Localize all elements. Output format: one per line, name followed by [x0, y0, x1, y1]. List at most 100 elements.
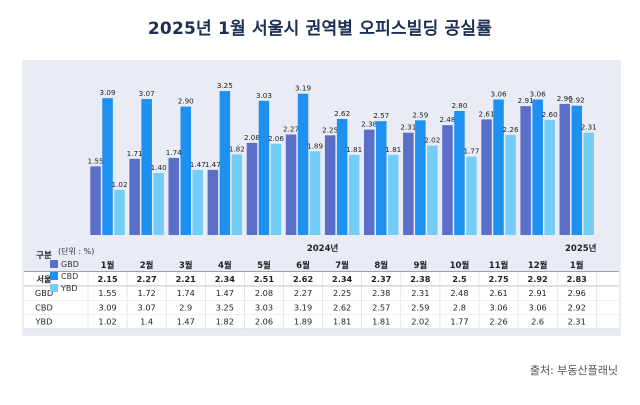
- bar-cbd: [219, 91, 231, 235]
- table-cell: 2.31: [411, 288, 429, 298]
- table-cell: 2.57: [372, 302, 390, 312]
- row-label: GBD: [35, 288, 53, 298]
- chart: 1.55 1.71 1.74 1.47 2.08 2.27 2.25 2.38 2.31 2.48…: [24, 81, 619, 330]
- data-label: 2.25: [322, 125, 338, 134]
- table-cell: 2.96: [568, 288, 586, 298]
- data-label: 3.09: [100, 88, 116, 97]
- bar-gbd: [246, 142, 258, 235]
- table-cell: 2.92: [528, 274, 548, 284]
- table-cell: 2.26: [489, 317, 507, 327]
- bar-ybd: [505, 134, 516, 235]
- data-label: 2.59: [412, 110, 428, 119]
- month-label: 4월: [218, 260, 232, 271]
- table-cell: 2.25: [333, 288, 351, 298]
- data-label: 1.40: [151, 163, 167, 172]
- legend-label: YBD: [61, 284, 78, 293]
- month-label: 11월: [489, 260, 509, 271]
- month-label: 3월: [179, 260, 193, 271]
- month-label: 1월: [101, 260, 115, 271]
- table-cell: 3.09: [98, 302, 116, 312]
- table-cell: 1.82: [216, 317, 234, 327]
- month-label: 6월: [296, 260, 310, 271]
- table-cell: 1.4: [140, 317, 153, 327]
- table-cell: 3.25: [216, 302, 234, 312]
- data-label: 1.82: [229, 144, 245, 153]
- data-label: 1.74: [166, 148, 182, 157]
- table-header-bg: [24, 238, 619, 272]
- data-label: 2.08: [244, 133, 260, 142]
- data-label: 2.31: [400, 123, 416, 132]
- year-label: 2024년: [307, 243, 339, 254]
- table-cell: 2.75: [488, 274, 509, 284]
- table-cell: 1.02: [98, 317, 116, 327]
- table-cell: 3.03: [255, 302, 273, 312]
- table-cell: 2.92: [568, 302, 586, 312]
- data-label: 2.57: [373, 111, 389, 120]
- bar-cbd: [141, 99, 152, 235]
- bar-ybd: [270, 143, 282, 235]
- bar-ybd: [309, 151, 321, 235]
- data-label: 2.96: [557, 94, 573, 103]
- table-row-bg: [24, 314, 619, 329]
- legend-item-ybd: YBD: [50, 284, 78, 294]
- data-label: 2.38: [361, 120, 377, 129]
- data-label: 1.77: [463, 147, 479, 156]
- data-label: 2.48: [439, 115, 455, 124]
- data-label: 2.06: [268, 134, 284, 143]
- bar-gbd: [285, 134, 297, 235]
- table-cell: 2.38: [372, 288, 390, 298]
- table-cell: 3.19: [294, 302, 312, 312]
- row-label: CBD: [35, 302, 53, 312]
- unit-label: (단위 : %): [58, 247, 95, 256]
- table-cell: 1.55: [98, 288, 116, 298]
- bar-cbd: [415, 120, 426, 235]
- table-cell: 2.15: [97, 274, 118, 284]
- bar-cbd: [532, 99, 543, 235]
- table-cell: 1.47: [177, 317, 195, 327]
- bar-gbd: [90, 166, 101, 235]
- source-note: 출처: 부동산플래닛: [529, 364, 618, 377]
- table-cell: 2.31: [568, 317, 586, 327]
- data-label: 2.02: [424, 136, 440, 145]
- data-label: 2.60: [542, 110, 558, 119]
- legend-swatch: [50, 260, 58, 268]
- data-label: 3.25: [217, 81, 233, 90]
- table-cell: 3.06: [529, 302, 547, 312]
- data-label: 2.26: [503, 125, 519, 134]
- legend-label: GBD: [61, 260, 79, 269]
- month-label: 1월: [570, 260, 584, 271]
- data-label: 3.03: [256, 91, 272, 100]
- table-cell: 2.61: [489, 288, 507, 298]
- data-label: 1.47: [190, 160, 206, 169]
- bar-gbd: [520, 106, 531, 235]
- data-label: 1.81: [346, 145, 362, 154]
- table-cell: 2.34: [215, 274, 236, 284]
- table-cell: 1.89: [294, 317, 312, 327]
- table-cell: 1.81: [333, 317, 351, 327]
- bar-ybd: [231, 154, 243, 235]
- table-cell: 1.77: [450, 317, 468, 327]
- table-row-bg: [24, 286, 619, 301]
- bar-gbd: [364, 129, 375, 235]
- table-cell: 2.8: [453, 302, 466, 312]
- month-label: 5월: [257, 260, 271, 271]
- bar-gbd: [403, 132, 414, 235]
- row-label: YBD: [35, 317, 53, 327]
- bar-ybd: [153, 173, 164, 235]
- bar-gbd: [442, 125, 453, 235]
- month-label: 9월: [413, 260, 427, 271]
- bar-cbd: [336, 118, 348, 235]
- table-cell: 1.74: [177, 288, 195, 298]
- table-cell: 2.9: [179, 302, 192, 312]
- table-cell: 2.34: [332, 274, 353, 284]
- bar-gbd: [559, 103, 570, 235]
- table-cell: 1.72: [138, 288, 156, 298]
- table-row-bg: [24, 300, 619, 315]
- table-cell: 2.6: [531, 317, 544, 327]
- table-cell: 2.48: [450, 288, 468, 298]
- bar-ybd: [583, 132, 594, 235]
- chart-panel: 1.55 1.71 1.74 1.47 2.08 2.27 2.25 2.38 2.31 2.48…: [22, 60, 621, 336]
- table-cell: 2.27: [137, 274, 158, 284]
- table-cell: 2.51: [254, 274, 275, 284]
- bar-gbd: [481, 119, 492, 235]
